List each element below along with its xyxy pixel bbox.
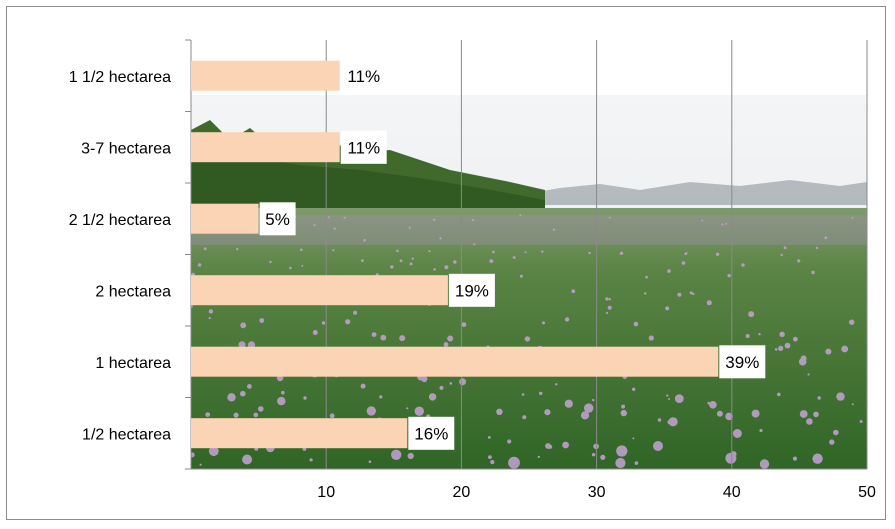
data-labels: 11% 11% 5% 19% 39% 16%: [259, 59, 766, 450]
x-tick-label: 20: [453, 484, 471, 501]
y-tick-label: 1/2 hectarea: [82, 426, 171, 443]
bar: [191, 60, 340, 91]
data-label: 5%: [265, 210, 290, 229]
data-label-box: [408, 416, 455, 450]
data-label: 16%: [414, 424, 448, 443]
bar: [191, 275, 448, 306]
data-label-box: [259, 202, 296, 236]
data-label: 11%: [347, 138, 380, 157]
data-label-box: [448, 273, 495, 307]
data-label-box: [340, 130, 387, 164]
y-tick-label: 2 hectarea: [95, 283, 171, 300]
x-tick-label: 50: [858, 484, 876, 501]
axes: [185, 39, 867, 470]
bars: [191, 60, 719, 449]
bar: [191, 346, 719, 377]
x-tick-label: 10: [317, 484, 335, 501]
y-tick-label: 1 1/2 hectarea: [69, 69, 171, 86]
bar: [191, 203, 259, 234]
x-tick-label: 30: [588, 484, 606, 501]
data-label-box: [340, 59, 387, 93]
y-tick-label: 2 1/2 hectarea: [69, 212, 171, 229]
data-label: 11%: [347, 67, 380, 86]
y-tick-label: 3-7 hectarea: [81, 140, 171, 157]
x-tick-labels: 10 20 30 40 50: [317, 484, 876, 501]
x-tick-label: 40: [723, 484, 741, 501]
bar: [191, 132, 340, 163]
data-label: 39%: [725, 353, 759, 372]
y-tick-labels: 1 1/2 hectarea 3-7 hectarea 2 1/2 hectarea…: [69, 69, 171, 443]
data-label: 19%: [455, 281, 489, 300]
y-tick-label: 1 hectarea: [95, 355, 171, 372]
bar: [191, 418, 408, 449]
gridlines: [325, 40, 868, 469]
data-label-box: [719, 345, 766, 379]
